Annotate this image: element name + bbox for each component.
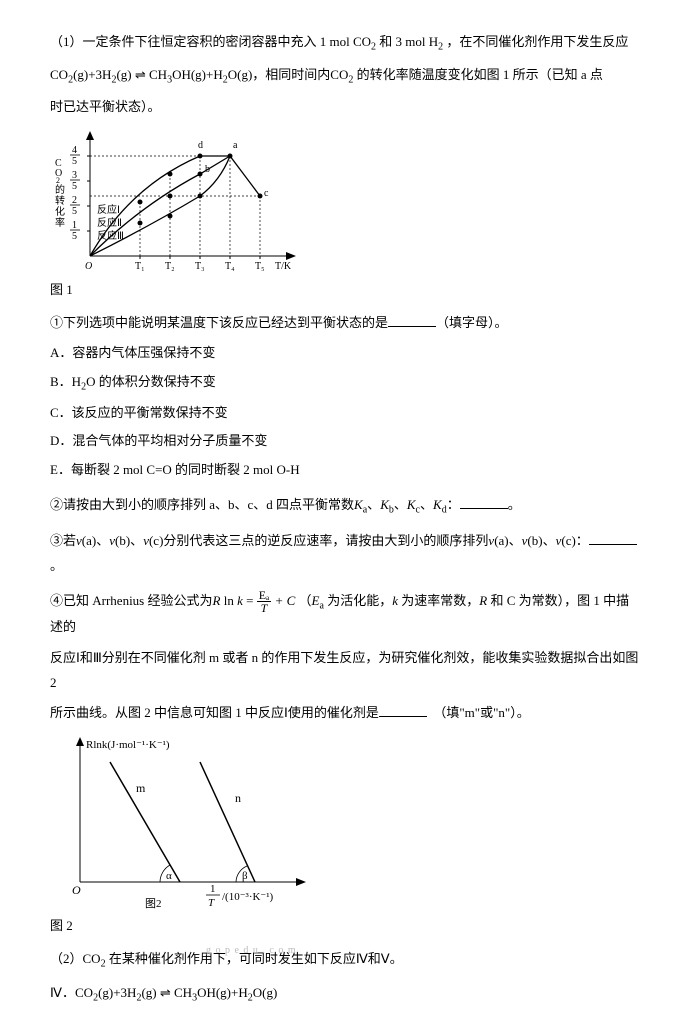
t: ，在不同催化剂作用下发生反应 xyxy=(443,34,628,49)
svg-text:T₁: T₁ xyxy=(135,261,145,272)
svg-text:d: d xyxy=(198,140,203,151)
chart-1: 4 5 3 5 2 5 1 5 C O 2 的 转 化 率 T₁ T₂ T₃ T… xyxy=(50,126,642,276)
svg-text:α: α xyxy=(166,870,172,882)
t: 和 3 mol H xyxy=(376,34,438,49)
blank xyxy=(379,703,427,717)
svg-text:n: n xyxy=(235,791,241,805)
fraction: EₐT xyxy=(257,589,272,615)
svg-text:1: 1 xyxy=(72,220,77,231)
svg-text:反应Ⅰ: 反应Ⅰ xyxy=(97,203,120,216)
para-aeq: 时已达平衡状态）。 xyxy=(50,95,642,120)
para-part2: （2）CO2 在某种催化剂作用下，可同时发生如下反应Ⅳ和Ⅴ。 g o p e d… xyxy=(50,947,642,974)
svg-text:3: 3 xyxy=(72,170,77,181)
t: OH(g)+H xyxy=(172,67,223,82)
ylabel: Rlnk(J·mol⁻¹·K⁻¹) xyxy=(86,739,170,751)
svg-text:5: 5 xyxy=(72,156,77,167)
svg-text:2: 2 xyxy=(72,195,77,206)
svg-text:化: 化 xyxy=(55,205,65,218)
svg-text:反应Ⅱ: 反应Ⅱ xyxy=(97,216,122,229)
t: （1）一定条件下往恒定容积的密闭容器中充入 1 mol CO xyxy=(50,34,371,49)
t: (g) ⇌ CH xyxy=(116,67,167,82)
svg-text:的: 的 xyxy=(55,183,65,196)
svg-text:T₅: T₅ xyxy=(255,261,265,272)
svg-text:T₃: T₃ xyxy=(195,261,205,272)
svg-text:m: m xyxy=(136,781,146,795)
svg-text:T₄: T₄ xyxy=(225,261,235,272)
ytick: 4 xyxy=(72,145,77,156)
opt-e: E．每断裂 2 mol C=O 的同时断裂 2 mol O-H xyxy=(50,458,642,483)
opt-a: A．容器内气体压强保持不变 xyxy=(50,341,642,366)
para-intro: （1）一定条件下往恒定容积的密闭容器中充入 1 mol CO2 和 3 mol … xyxy=(50,30,642,57)
blank xyxy=(589,531,637,545)
t: O(g)，相同时间内CO xyxy=(228,67,349,82)
svg-text:图2: 图2 xyxy=(145,897,162,910)
fig2-caption: 图 2 xyxy=(50,914,642,939)
svg-text:1: 1 xyxy=(210,883,216,895)
svg-text:转: 转 xyxy=(55,194,65,207)
q3: ③若v(a)、v(b)、v(c)分别代表这三点的逆反应速率，请按由大到小的顺序排… xyxy=(50,529,642,578)
svg-text:T/K: T/K xyxy=(275,261,292,272)
t: 的转化率随温度变化如图 1 所示（已知 a 点 xyxy=(353,67,603,82)
svg-text:a: a xyxy=(233,140,238,151)
svg-text:5: 5 xyxy=(72,206,77,217)
svg-text:5: 5 xyxy=(72,231,77,242)
blank xyxy=(460,494,508,508)
watermark: g o p e d u . c o m xyxy=(206,945,297,956)
opt-d: D．混合气体的平均相对分子质量不变 xyxy=(50,429,642,454)
svg-text:5: 5 xyxy=(72,181,77,192)
equation-1: CO2(g)+3H2(g) ⇌ CH3OH(g)+H2O(g)，相同时间内CO2… xyxy=(50,63,642,90)
t: (g)+3H xyxy=(73,67,111,82)
fig1-caption: 图 1 xyxy=(50,278,642,303)
chart-2: Rlnk(J·mol⁻¹·K⁻¹) m α n β 1 T /(10⁻³·K⁻¹… xyxy=(50,732,642,912)
svg-text:T₂: T₂ xyxy=(165,261,175,272)
q4-line2: 反应Ⅰ和Ⅲ分别在不同催化剂 m 或者 n 的作用下发生反应，为研究催化剂效，能收… xyxy=(50,646,642,695)
svg-text:2: 2 xyxy=(56,176,60,185)
svg-text:反应Ⅲ: 反应Ⅲ xyxy=(97,229,124,242)
svg-text:b: b xyxy=(205,164,210,175)
q4-line3: 所示曲线。从图 2 中信息可知图 1 中反应Ⅰ使用的催化剂是 （填"m"或"n"… xyxy=(50,701,642,726)
svg-text:O: O xyxy=(72,883,81,897)
opt-c: C．该反应的平衡常数保持不变 xyxy=(50,401,642,426)
svg-text:/(10⁻³·K⁻¹): /(10⁻³·K⁻¹) xyxy=(222,891,274,903)
q4-line1: ④已知 Arrhenius 经验公式为R ln k = EₐT + C （Ea … xyxy=(50,589,642,640)
q1: ①下列选项中能说明某温度下该反应已经达到平衡状态的是（填字母）。 xyxy=(50,311,642,336)
equation-4: Ⅳ．CO2(g)+3H2(g) ⇌ CH3OH(g)+H2O(g) xyxy=(50,981,642,1008)
svg-text:T: T xyxy=(208,897,215,909)
opt-b: B．H2O 的体积分数保持不变 xyxy=(50,370,642,397)
t: CO xyxy=(50,67,68,82)
q2: ②请按由大到小的顺序排列 a、b、c、d 四点平衡常数Ka、Kb、Kc、Kd：。 xyxy=(50,493,642,520)
svg-text:β: β xyxy=(242,870,248,882)
blank xyxy=(388,312,436,326)
svg-text:c: c xyxy=(264,188,269,199)
svg-text:率: 率 xyxy=(55,216,65,229)
svg-text:O: O xyxy=(85,261,92,272)
